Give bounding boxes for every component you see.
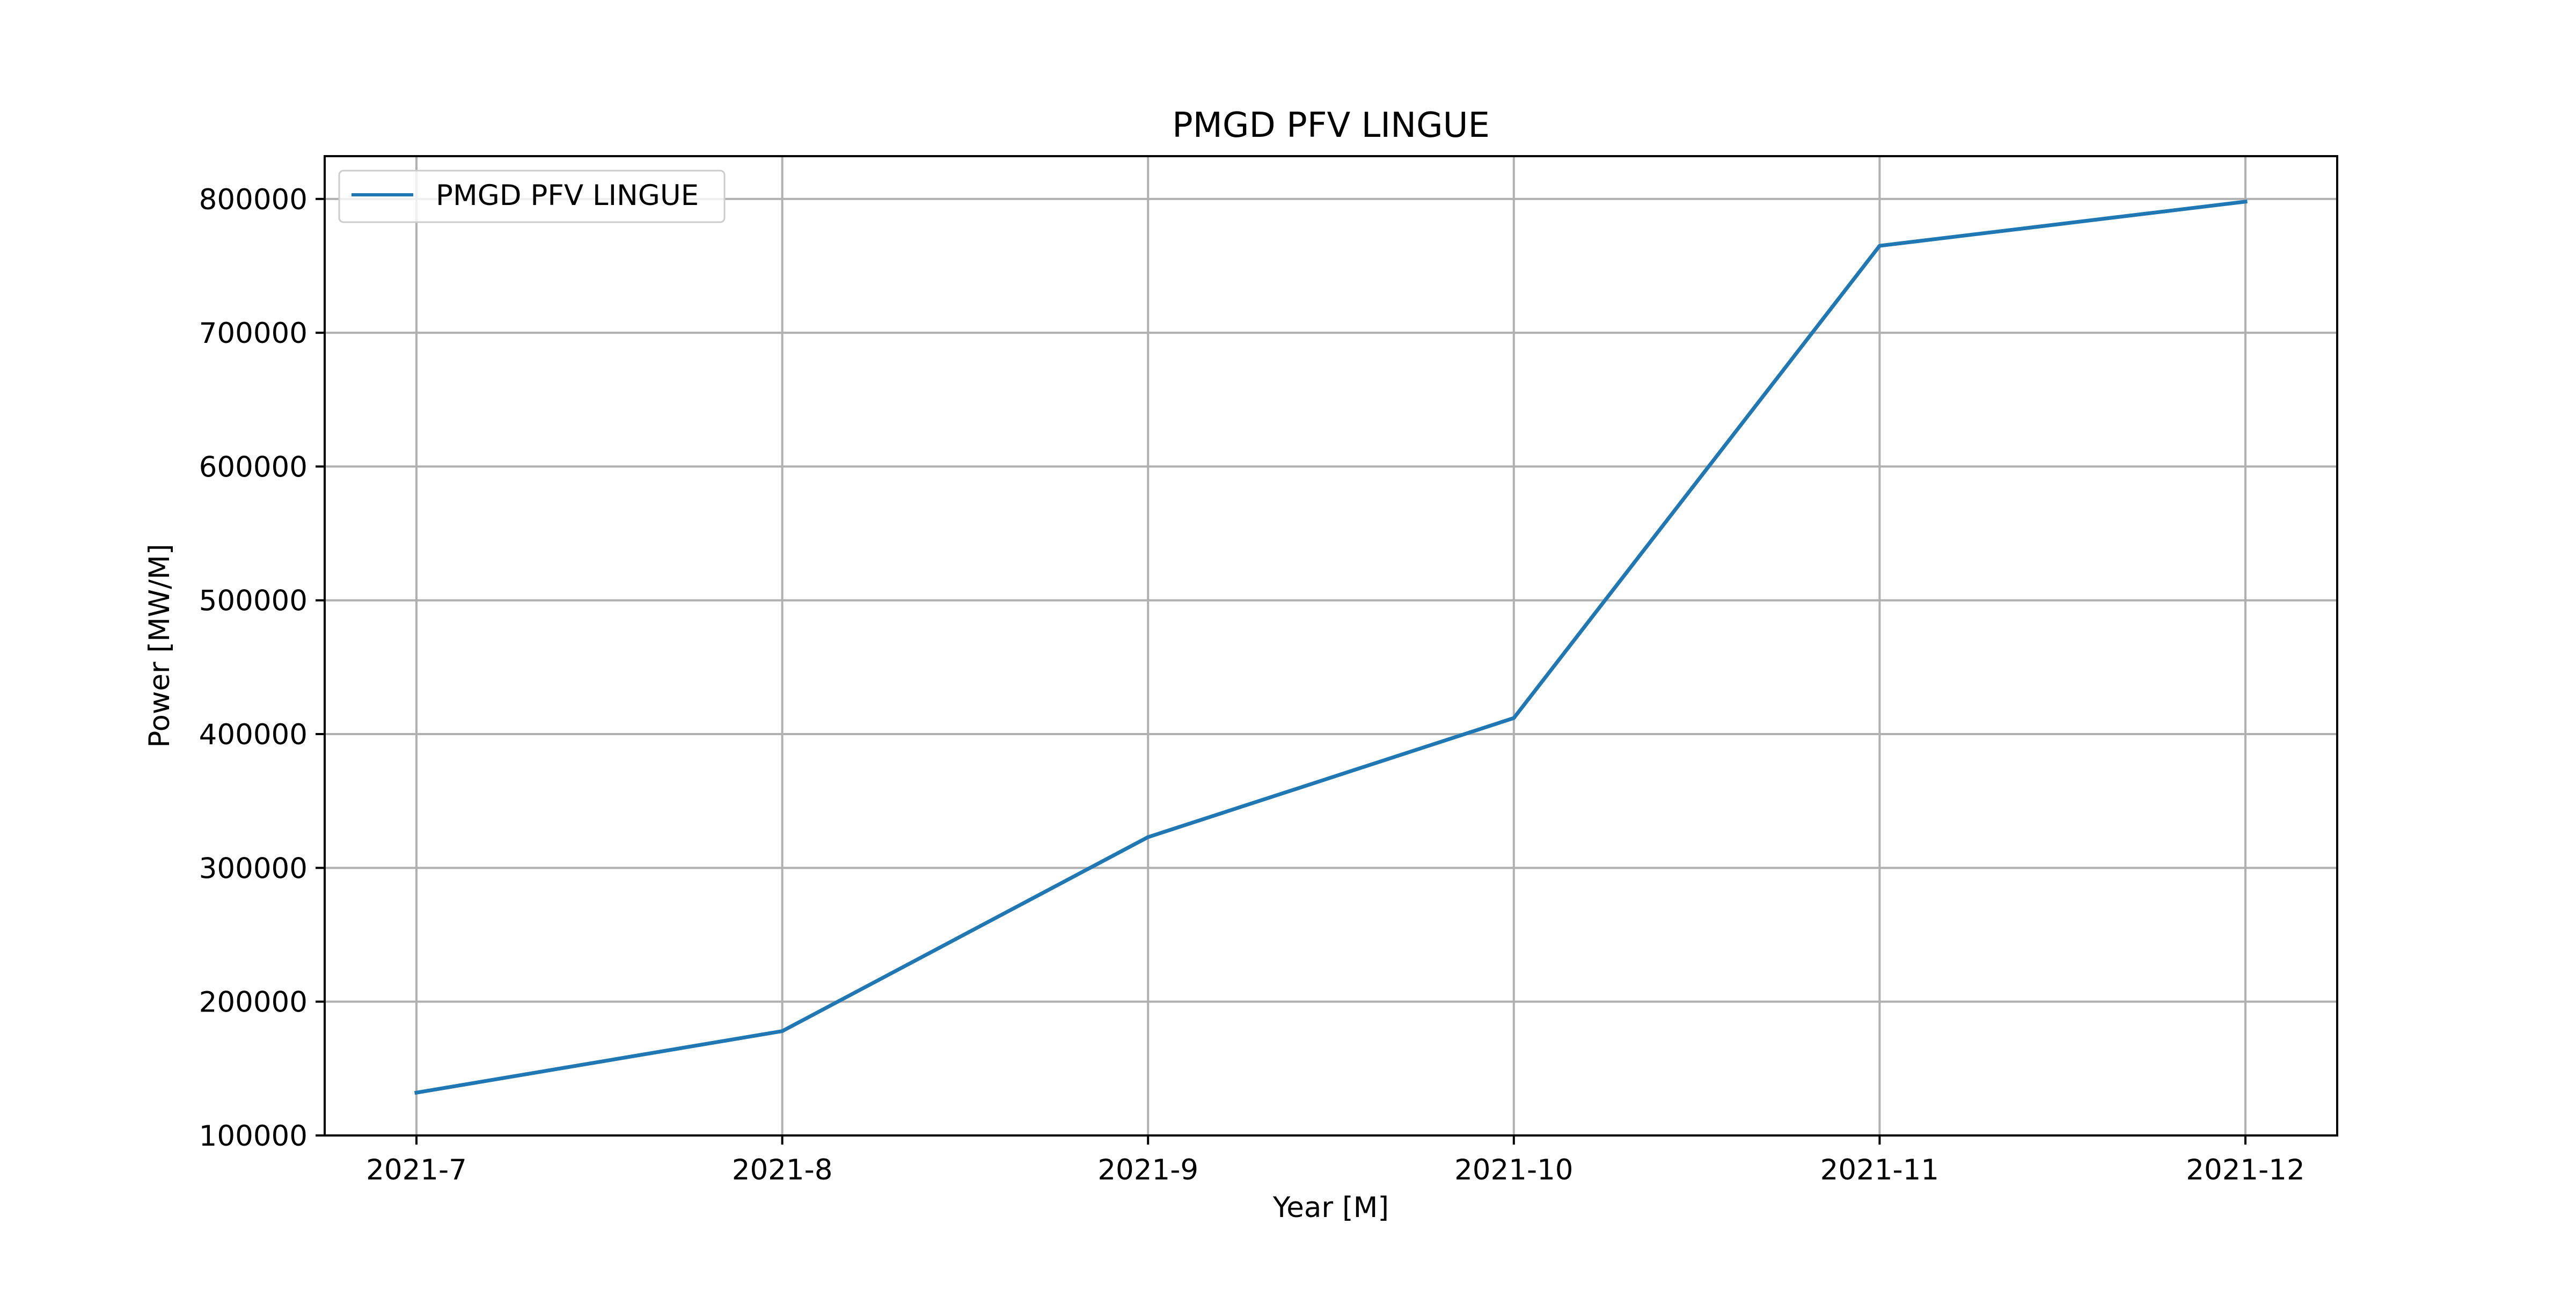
x-tick-label: 2021-9 (1097, 1154, 1198, 1186)
legend-label: PMGD PFV LINGUE (436, 179, 699, 212)
y-tick-label: 200000 (199, 986, 308, 1019)
x-tick-label: 2021-11 (1820, 1154, 1939, 1186)
y-tick-label: 700000 (199, 317, 308, 350)
series-layer (414, 199, 2248, 1095)
chart-title: PMGD PFV LINGUE (1172, 106, 1490, 145)
axis-ticks: 2021-7 2021-8 2021-9 2021-10 2021-11 2021-12 1… (199, 184, 2305, 1186)
x-tick-label: 2021-7 (366, 1154, 467, 1186)
y-tick-label: 800000 (199, 184, 308, 216)
y-tick-label: 500000 (199, 585, 308, 618)
y-axis-label: Power [MW/M] (143, 544, 176, 747)
legend: PMGD PFV LINGUE (338, 170, 726, 223)
x-tick-label: 2021-12 (2186, 1154, 2304, 1186)
y-tick-label: 400000 (199, 719, 308, 751)
y-tick-label: 600000 (199, 451, 308, 483)
plot-frame (324, 155, 2338, 1137)
series-line (414, 199, 2248, 1095)
x-tick-label: 2021-10 (1454, 1154, 1573, 1186)
x-tick-label: 2021-8 (732, 1154, 833, 1186)
legend-box (338, 170, 726, 223)
y-tick-label: 100000 (199, 1120, 308, 1153)
y-tick-label: 300000 (199, 852, 308, 885)
x-axis-label: Year [M] (1272, 1191, 1389, 1224)
